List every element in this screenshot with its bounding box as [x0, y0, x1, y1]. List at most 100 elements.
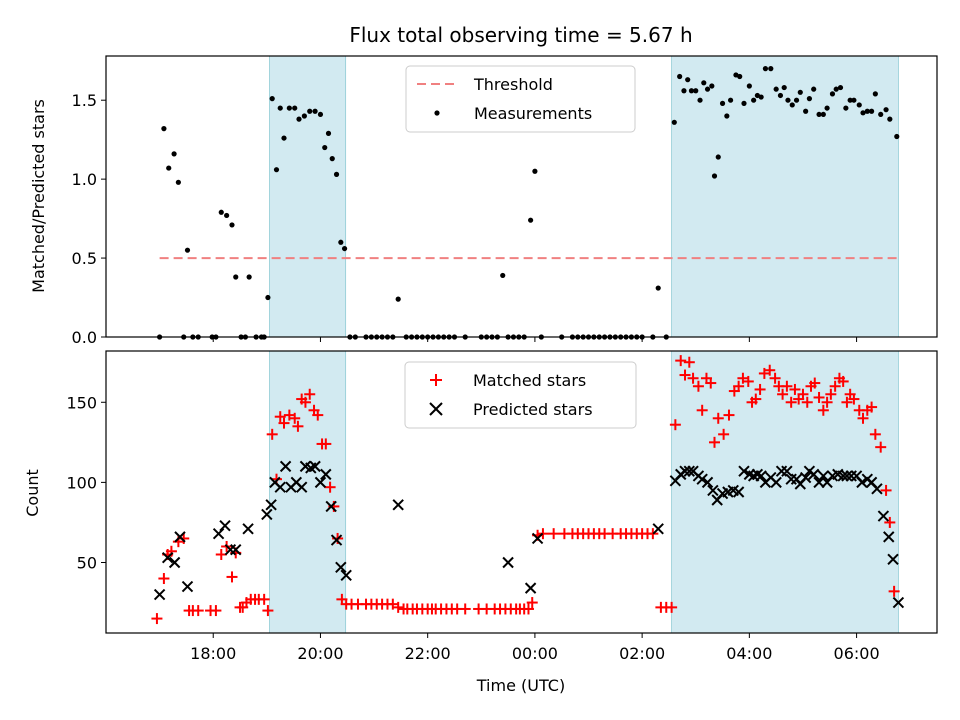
measurement-point [878, 111, 884, 118]
predicted-star-marker [320, 468, 332, 481]
measurement-point [789, 102, 795, 108]
legend-predicted-label: Predicted stars [473, 400, 593, 419]
predicted-star-marker [738, 465, 750, 477]
matched-star-marker [262, 605, 274, 617]
matched-star-marker [880, 484, 892, 496]
matched-star-marker [829, 380, 841, 392]
measurement-point [224, 212, 230, 219]
measurement-point [329, 156, 335, 162]
matched-star-marker [178, 532, 190, 544]
matched-star-marker [781, 380, 793, 392]
matched-star-marker [258, 593, 270, 605]
matched-star-marker [692, 380, 704, 392]
measurement-point [697, 97, 703, 103]
predicted-star-marker [707, 484, 719, 497]
measurement-point [868, 108, 875, 114]
predicted-star-marker [683, 465, 696, 477]
measurement-point [269, 96, 275, 102]
measurement-point [325, 130, 332, 136]
matched-star-marker [801, 396, 813, 408]
x-tick-label: 06:00 [834, 644, 880, 663]
predicted-star-marker [265, 499, 277, 511]
predicted-star-marker [799, 471, 812, 484]
matched-star-marker [683, 356, 695, 368]
matched-star-marker [304, 388, 316, 400]
matched-star-marker [718, 428, 730, 440]
predicted-star-marker [755, 470, 767, 482]
measurement-point [715, 154, 721, 160]
measurement-point [317, 111, 324, 118]
matched-star-marker [687, 372, 699, 384]
predicted-star-marker [770, 476, 782, 489]
matched-star-marker [837, 375, 849, 387]
matched-star-marker [857, 412, 869, 424]
predicted-star-marker [153, 588, 166, 601]
predicted-star-marker [701, 476, 714, 489]
bottom-axes-frame [105, 350, 938, 634]
measurement-point [719, 100, 726, 106]
measurement-point [843, 105, 849, 111]
measurement-point [751, 97, 757, 103]
measurement-point [265, 294, 271, 301]
measurement-point [793, 97, 800, 103]
predicted-star-marker [274, 481, 286, 493]
top-y-axis-label: Matched/Predicted stars [29, 99, 48, 293]
predicted-star-marker [168, 556, 181, 569]
shaded-interval [269, 55, 347, 338]
x-axis-label: Time (UTC) [476, 676, 565, 695]
measurement-point [894, 133, 900, 140]
predicted-star-marker [841, 470, 853, 482]
matched-star-marker [548, 528, 560, 540]
matched-star-marker [884, 516, 896, 528]
y-tick-label: 100 [66, 473, 97, 492]
measurement-point [693, 88, 699, 94]
measurement-point [762, 66, 769, 72]
measurement-point [701, 80, 707, 86]
matched-star-marker [289, 412, 301, 424]
matched-star-marker [733, 380, 745, 392]
measurement-point [737, 73, 743, 80]
matched-star-marker [192, 605, 204, 617]
matched-star-marker [292, 420, 304, 432]
matched-star-marker [813, 391, 825, 403]
predicted-star-marker [883, 531, 895, 543]
measurement-point [677, 73, 683, 80]
measurement-point [246, 274, 252, 280]
measurement-point [333, 171, 340, 177]
measurement-point [395, 296, 401, 302]
matched-star-marker [526, 597, 538, 609]
matched-star-marker [875, 441, 887, 453]
legend-predicted-swatch [429, 402, 443, 416]
matched-star-marker [825, 388, 837, 400]
legend-matched-label: Matched stars [473, 371, 586, 390]
matched-star-marker [709, 436, 721, 448]
measurement-point [286, 105, 292, 111]
predicted-star-marker [181, 580, 194, 593]
matched-star-marker [226, 571, 238, 583]
bottom-x-ticks: 18:00 20:00 22:00 00:00 02:00 04:00 06:00 [190, 633, 880, 663]
predicted-star-marker [732, 486, 745, 498]
measurement-point [709, 83, 715, 89]
predicted-star-marker [335, 561, 347, 574]
predicted-star-marker [219, 519, 231, 532]
predicted-star-marker [531, 532, 544, 545]
matched-star-marker [666, 601, 678, 613]
measurement-point [681, 88, 687, 94]
measurement-point [837, 84, 844, 91]
measurement-point [829, 91, 836, 97]
matched-star-marker [821, 396, 833, 408]
measurement-point [824, 105, 830, 111]
chart-title: Flux total observing time = 5.67 h [349, 23, 692, 47]
y-tick-label: 1.0 [72, 170, 97, 189]
matched-star-marker [522, 603, 534, 615]
predicted-star-marker [309, 460, 321, 473]
matched-star-marker [647, 528, 659, 540]
predicted-star-marker [314, 476, 327, 489]
predicted-star-marker [340, 569, 352, 582]
matched-star-marker [299, 396, 311, 408]
x-tick-label: 20:00 [297, 644, 343, 663]
y-tick-label: 0.5 [72, 249, 97, 268]
matched-star-marker [764, 364, 776, 376]
measurement-point [746, 83, 752, 89]
